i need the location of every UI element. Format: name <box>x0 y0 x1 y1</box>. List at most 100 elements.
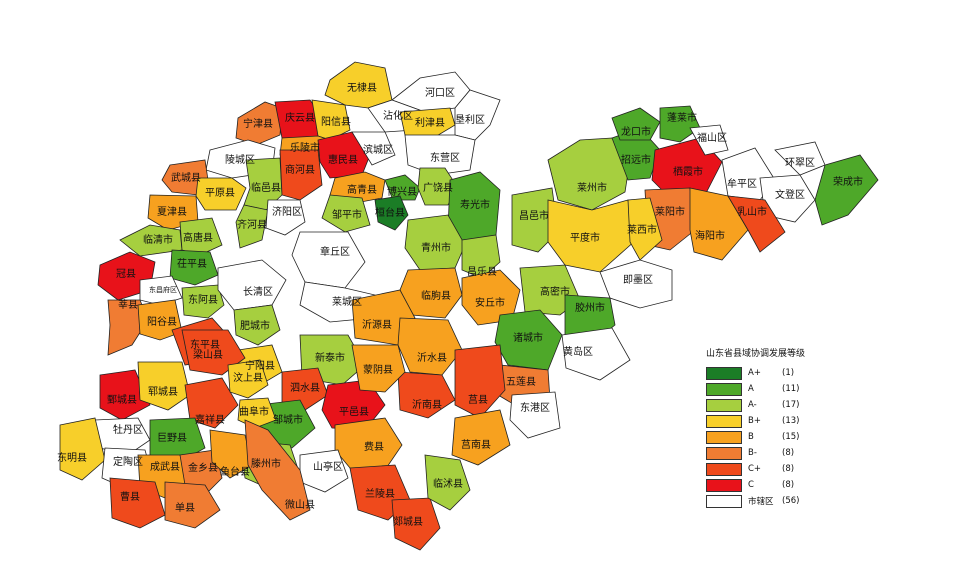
legend-count: (11) <box>782 384 800 394</box>
region-label: 无棣县 <box>347 81 377 94</box>
region-shape <box>397 371 456 419</box>
region-label: 巨野县 <box>157 432 187 444</box>
region-shape <box>179 217 223 256</box>
region-shape <box>727 195 786 253</box>
region-label: 郯城县 <box>393 515 423 528</box>
region-shape <box>391 497 441 551</box>
region-label: 宁津县 <box>243 117 273 130</box>
legend-count: (17) <box>782 400 800 410</box>
region-shape <box>351 344 406 393</box>
region-shape <box>169 249 219 286</box>
region-shape <box>279 149 323 201</box>
legend-grade: B+ <box>748 416 761 426</box>
region-label: 诸城市 <box>513 331 543 344</box>
region-shape <box>281 367 329 411</box>
region-shape <box>237 397 277 429</box>
region-shape <box>233 304 281 346</box>
region-label: 桓台县 <box>375 206 405 219</box>
region-label: 平度市 <box>570 231 600 244</box>
region-label: 莘县 <box>118 298 138 311</box>
legend-count: (13) <box>782 416 800 426</box>
region-shape <box>689 124 729 156</box>
region-label: 栖霞市 <box>673 165 703 178</box>
legend-grade: A- <box>748 400 757 410</box>
legend-swatch <box>706 430 742 444</box>
region-label: 寿光市 <box>460 198 490 211</box>
region-label: 郓城县 <box>148 386 178 398</box>
region-label: 庆云县 <box>285 111 315 124</box>
region-label: 乳山市 <box>737 205 767 218</box>
region-shape <box>227 359 269 399</box>
region-label: 牡丹区 <box>113 423 143 436</box>
region-label: 东阿县 <box>188 293 218 306</box>
region-shape <box>454 344 506 419</box>
region-shape <box>397 317 463 376</box>
region-label: 肥城市 <box>240 319 270 332</box>
region-label: 兰陵县 <box>365 487 395 500</box>
region-label: 平原县 <box>205 187 235 199</box>
region-label: 莱州市 <box>577 181 607 194</box>
region-label: 夏津县 <box>157 206 187 218</box>
legend-row: 市辖区 (56) <box>706 493 836 509</box>
legend-row: B+ (13) <box>706 413 836 429</box>
region-label: 垦利区 <box>455 114 485 126</box>
region-label: 高唐县 <box>183 231 213 244</box>
region-label: 蓬莱市 <box>667 111 697 124</box>
region-shape <box>109 477 166 529</box>
region-label: 成武县 <box>150 460 180 473</box>
region-label: 沂源县 <box>362 318 392 331</box>
legend-row: C (8) <box>706 477 836 493</box>
region-label: 长清区 <box>243 285 273 298</box>
region-label: 东港区 <box>520 401 550 414</box>
region-label: 章丘区 <box>320 245 350 258</box>
legend-grade: 市辖区 <box>748 497 774 507</box>
region-label: 嘉祥县 <box>195 413 225 426</box>
region-label: 莱城区 <box>332 296 362 308</box>
region-label: 沾化区 <box>383 109 413 122</box>
region-label: 金乡县 <box>188 461 218 474</box>
region-label: 梁山县 <box>193 348 223 361</box>
legend-row: B (15) <box>706 429 836 445</box>
region-label: 临朐县 <box>421 289 451 302</box>
legend-swatch <box>706 366 742 380</box>
region-label: 昌邑市 <box>519 209 549 222</box>
region-label: 海阳市 <box>695 229 725 242</box>
legend-count: (8) <box>782 464 795 474</box>
region-label: 宁阳县 <box>245 359 275 372</box>
region-label: 邹城市 <box>273 413 303 426</box>
region-label: 临清市 <box>143 233 173 246</box>
region-label: 滨城区 <box>363 143 393 156</box>
region-shape <box>404 134 476 176</box>
region-label: 汶上县 <box>233 371 263 384</box>
region-shape <box>384 174 421 201</box>
legend-count: (15) <box>782 432 800 442</box>
legend-swatch <box>706 462 742 476</box>
legend-count: (56) <box>782 496 800 506</box>
legend-title: 山东省县域协调发展等级 <box>706 349 806 359</box>
region-shape <box>814 154 879 226</box>
legend-grade: B <box>748 432 754 442</box>
region-label: 广饶县 <box>423 181 453 194</box>
legend-swatch <box>706 382 742 396</box>
region-label: 阳信县 <box>321 116 351 128</box>
region-label: 莒南县 <box>461 438 491 451</box>
legend-row: A (11) <box>706 381 836 397</box>
region-label: 冠县 <box>116 268 136 280</box>
region-shape <box>374 195 409 231</box>
region-label: 邹平市 <box>332 208 362 221</box>
region-label: 博兴县 <box>387 185 417 198</box>
region-label: 沂南县 <box>412 398 442 411</box>
region-shape <box>235 204 269 249</box>
legend-count: (8) <box>782 448 795 458</box>
region-label: 高密市 <box>540 285 570 298</box>
region-shape <box>451 409 511 466</box>
region-label: 河口区 <box>425 87 455 99</box>
region-shape <box>137 299 183 341</box>
legend-row: A+ (1) <box>706 365 836 381</box>
region-label: 文登区 <box>775 188 805 201</box>
region-shape <box>461 234 501 279</box>
region-label: 惠民县 <box>328 153 358 166</box>
region-shape <box>184 377 239 429</box>
region-label: 平邑县 <box>339 406 369 418</box>
